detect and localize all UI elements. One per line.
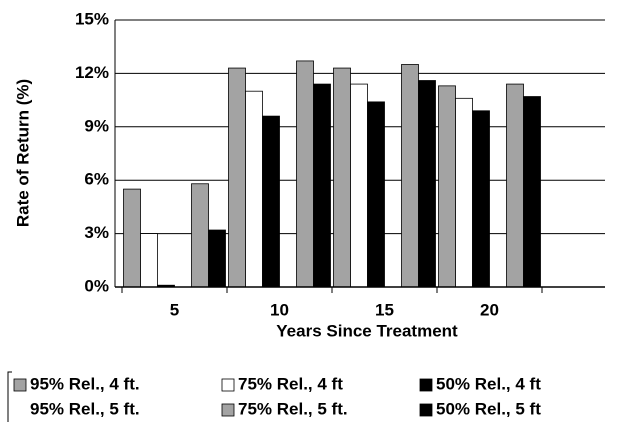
bar bbox=[296, 60, 314, 288]
x-tick-label: 20 bbox=[480, 300, 499, 319]
legend-label: 50% Rel., 5 ft bbox=[436, 399, 541, 418]
bar bbox=[350, 83, 368, 288]
legend-swatch bbox=[221, 403, 235, 417]
legend-label: 95% Rel., 4 ft. bbox=[30, 374, 140, 393]
bar bbox=[262, 115, 280, 288]
x-axis-title: Years Since Treatment bbox=[276, 321, 458, 340]
bar bbox=[367, 101, 385, 288]
bar bbox=[313, 83, 331, 288]
bar bbox=[401, 64, 419, 288]
legend-swatch bbox=[419, 403, 433, 417]
bar bbox=[140, 233, 158, 288]
bar bbox=[208, 229, 226, 288]
bar bbox=[191, 183, 209, 288]
y-tick-label: 15% bbox=[75, 9, 109, 28]
legend-label: 50% Rel., 4 ft bbox=[436, 374, 541, 393]
y-tick-label: 3% bbox=[84, 223, 109, 242]
y-axis-title: Rate of Return (%) bbox=[13, 79, 32, 227]
y-tick-label: 12% bbox=[75, 63, 109, 82]
bar bbox=[472, 110, 490, 288]
bar bbox=[228, 67, 246, 288]
bar bbox=[245, 90, 263, 288]
legend-swatch bbox=[221, 378, 235, 392]
legend-label: 75% Rel., 5 ft. bbox=[238, 399, 348, 418]
bar bbox=[523, 96, 541, 288]
legend-swatch bbox=[13, 378, 27, 392]
bar bbox=[455, 97, 473, 288]
x-tick-label: 10 bbox=[270, 300, 289, 319]
bar bbox=[123, 188, 141, 288]
x-tick-label: 15 bbox=[375, 300, 394, 319]
bar bbox=[418, 80, 436, 288]
x-tick-label: 5 bbox=[170, 300, 179, 319]
legend-label: 75% Rel., 4 ft bbox=[238, 374, 343, 393]
legend-bracket bbox=[7, 371, 12, 422]
y-tick-label: 6% bbox=[84, 170, 109, 189]
y-tick-label: 9% bbox=[84, 116, 109, 135]
bar bbox=[333, 67, 351, 288]
legend-label: 95% Rel., 5 ft. bbox=[30, 399, 140, 418]
legend-swatch bbox=[419, 378, 433, 392]
bar bbox=[438, 85, 456, 288]
bar bbox=[506, 83, 524, 288]
y-tick-label: 0% bbox=[84, 276, 109, 295]
